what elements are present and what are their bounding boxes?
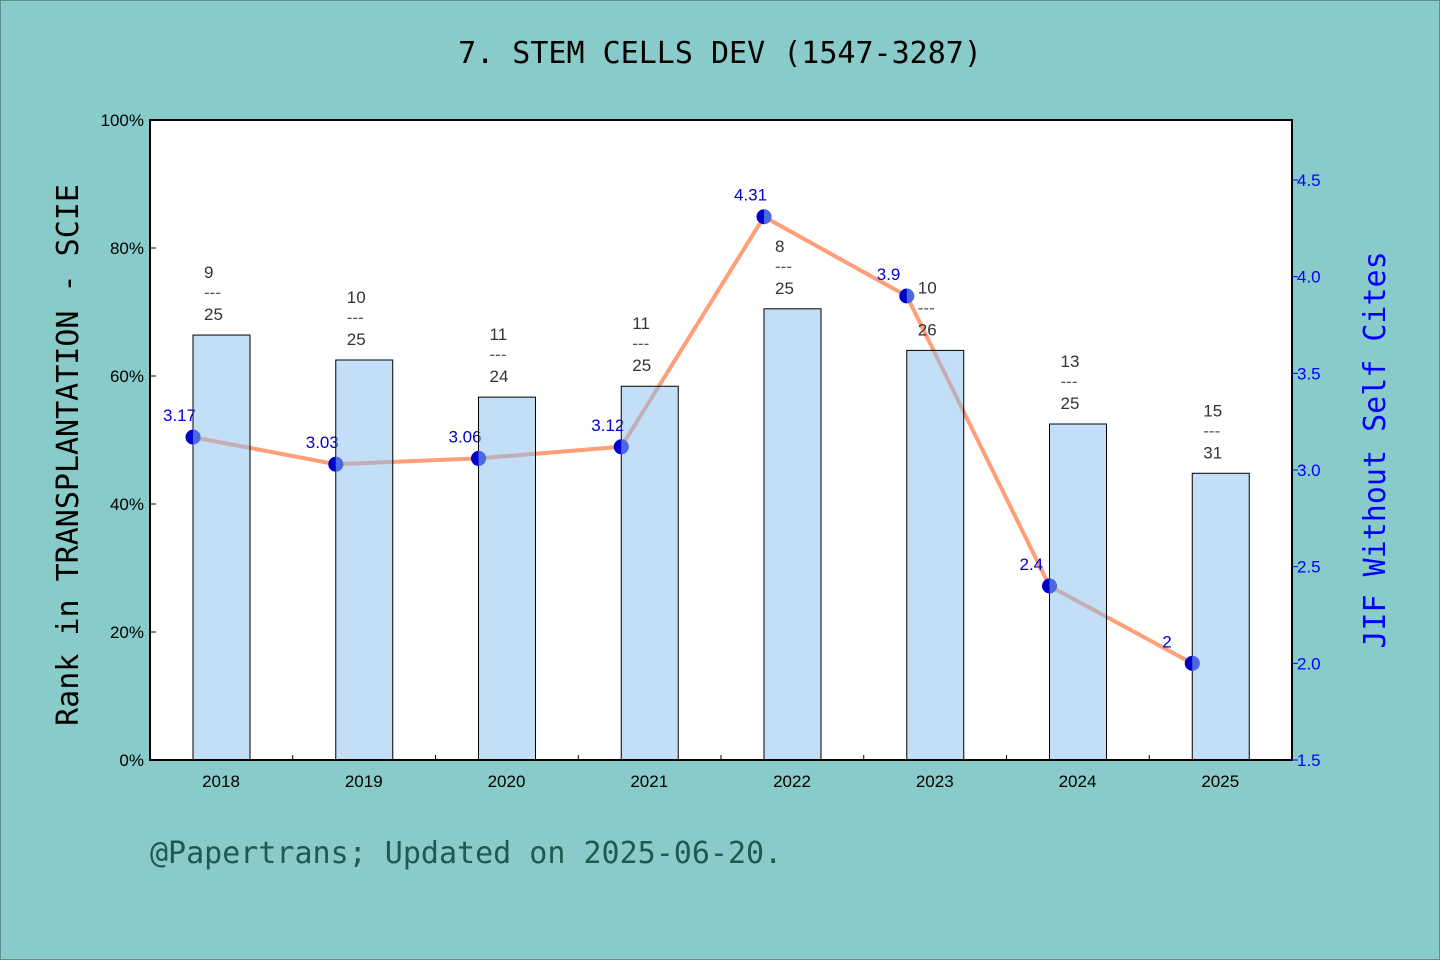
rank-numerator: 10 (918, 278, 937, 297)
x-tick-label: 2022 (773, 772, 811, 791)
jif-label: 4.31 (734, 186, 767, 205)
jif-point-overlay (1049, 578, 1057, 594)
bar-2023 (906, 349, 965, 761)
rank-denominator: 25 (632, 356, 651, 375)
rank-divider: --- (632, 334, 649, 353)
jif-label: 3.9 (877, 265, 901, 284)
x-tick-label: 2019 (345, 772, 383, 791)
x-tick-label: 2020 (488, 772, 526, 791)
y2-tick-label: 1.5 (1297, 751, 1321, 770)
y2-tick-label: 4.0 (1297, 268, 1321, 287)
x-tick-label: 2018 (202, 772, 240, 791)
y-tick-label: 40% (110, 495, 144, 514)
x-tick-label: 2025 (1201, 772, 1239, 791)
y2-tick-label: 3.5 (1297, 364, 1321, 383)
y-tick-label: 60% (110, 367, 144, 386)
rank-denominator: 25 (1061, 394, 1080, 413)
rank-numerator: 11 (490, 325, 508, 344)
jif-label: 2 (1162, 632, 1171, 651)
rank-divider: --- (918, 298, 935, 317)
y-axis-label: Rank in TRANSPLANTATION - SCIE (51, 184, 86, 726)
x-tick-label: 2023 (916, 772, 954, 791)
y2-axis-label: JIF Without Self Cites (1358, 251, 1393, 648)
rank-numerator: 15 (1203, 401, 1222, 420)
rank-divider: --- (490, 345, 507, 364)
rank-denominator: 26 (918, 320, 937, 339)
rank-denominator: 31 (1203, 443, 1222, 462)
jif-label: 2.4 (1020, 555, 1044, 574)
y-tick-label: 0% (119, 751, 144, 770)
jif-label: 3.12 (591, 416, 624, 435)
rank-divider: --- (1061, 372, 1078, 391)
x-tick-label: 2021 (630, 772, 668, 791)
jif-label: 3.17 (163, 406, 196, 425)
rank-divider: --- (204, 283, 221, 302)
jif-point-overlay (193, 429, 201, 445)
y-tick-label: 20% (110, 623, 144, 642)
rank-numerator: 10 (347, 288, 366, 307)
jif-label: 3.06 (449, 427, 482, 446)
bar-2018 (192, 334, 251, 761)
bar-2020 (478, 396, 536, 761)
y2-tick-label: 4.5 (1297, 171, 1321, 190)
jif-point-overlay (1192, 655, 1200, 671)
x-tick-label: 2024 (1059, 772, 1097, 791)
rank-divider: --- (775, 257, 792, 276)
rank-denominator: 24 (490, 367, 509, 386)
y-tick-label: 80% (110, 239, 144, 258)
jif-point-overlay (906, 288, 915, 304)
jif-point-overlay (478, 450, 487, 466)
bar-2024 (1049, 423, 1107, 761)
jif-point-overlay (764, 209, 772, 225)
bar-2021 (620, 385, 679, 761)
chart-title: 7. STEM CELLS DEV (1547-3287) (458, 36, 982, 71)
rank-denominator: 25 (347, 330, 366, 349)
rank-numerator: 13 (1061, 352, 1080, 371)
rank-divider: --- (347, 308, 364, 327)
jif-point-overlay (335, 456, 344, 472)
y-tick-label: 100% (101, 111, 144, 130)
jif-point-overlay (621, 439, 629, 455)
rank-numerator: 11 (632, 314, 650, 333)
rank-denominator: 25 (204, 305, 223, 324)
bar-2019 (335, 359, 394, 761)
rank-denominator: 25 (775, 279, 794, 298)
rank-divider: --- (1203, 421, 1220, 440)
rank-numerator: 8 (775, 237, 784, 256)
y2-tick-label: 2.0 (1297, 654, 1321, 673)
y2-tick-label: 2.5 (1297, 558, 1321, 577)
y2-tick-label: 3.0 (1297, 461, 1321, 480)
footer-credit: @Papertrans; Updated on 2025-06-20. (150, 836, 783, 871)
jif-label: 3.03 (306, 433, 339, 452)
rank-numerator: 9 (204, 263, 213, 282)
bar-2022 (763, 308, 822, 761)
bar-2025 (1191, 472, 1250, 761)
